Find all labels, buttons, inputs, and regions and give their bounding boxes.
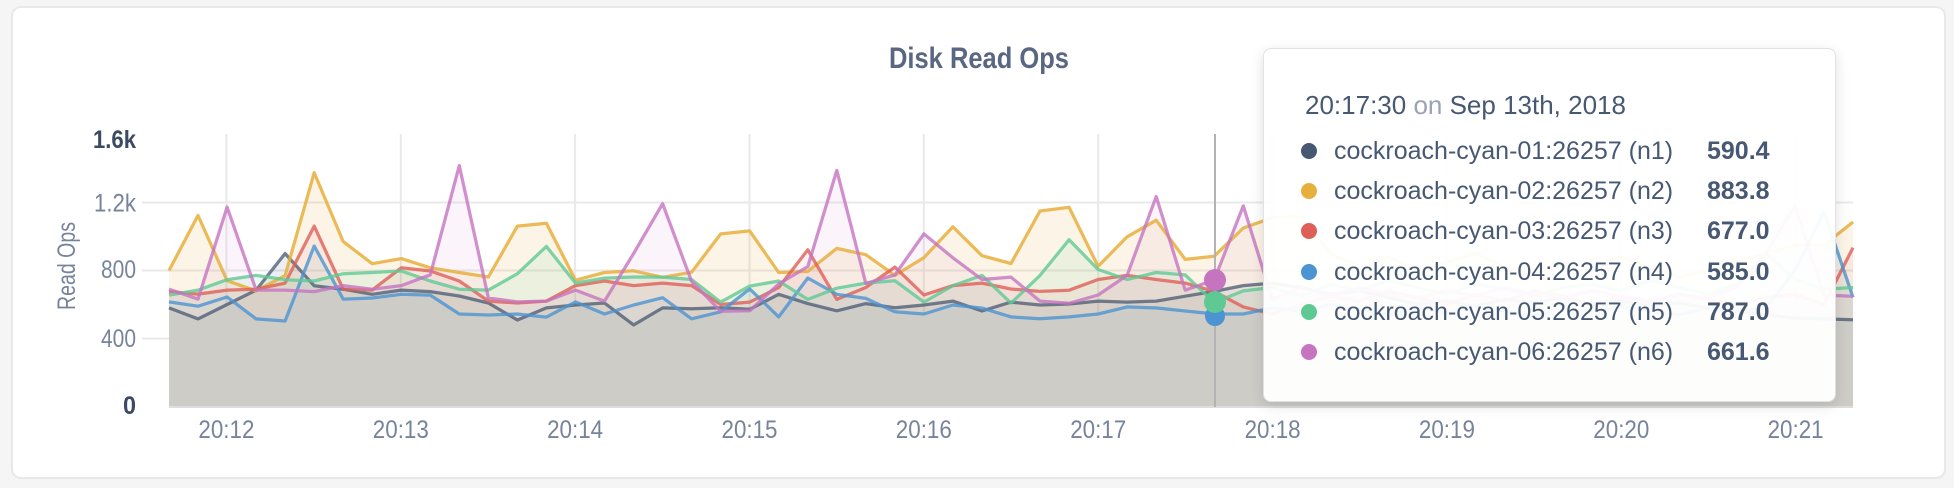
svg-text:1.6k: 1.6k: [93, 126, 136, 154]
svg-text:20:21: 20:21: [1768, 416, 1824, 444]
svg-text:Disk Read Ops: Disk Read Ops: [889, 42, 1069, 75]
svg-text:0: 0: [123, 392, 136, 420]
svg-text:400: 400: [101, 325, 136, 353]
svg-text:20:13: 20:13: [373, 416, 429, 444]
svg-text:20:19: 20:19: [1419, 416, 1475, 444]
svg-text:20:17: 20:17: [1070, 416, 1126, 444]
svg-text:20:16: 20:16: [896, 416, 952, 444]
svg-text:Read Ops: Read Ops: [53, 222, 81, 310]
svg-text:800: 800: [101, 256, 136, 284]
svg-text:20:18: 20:18: [1245, 416, 1301, 444]
svg-text:1.2k: 1.2k: [94, 189, 136, 217]
svg-text:20:14: 20:14: [547, 416, 603, 444]
svg-text:20:12: 20:12: [198, 416, 254, 444]
svg-text:20:20: 20:20: [1593, 416, 1649, 444]
svg-text:20:15: 20:15: [722, 416, 778, 444]
